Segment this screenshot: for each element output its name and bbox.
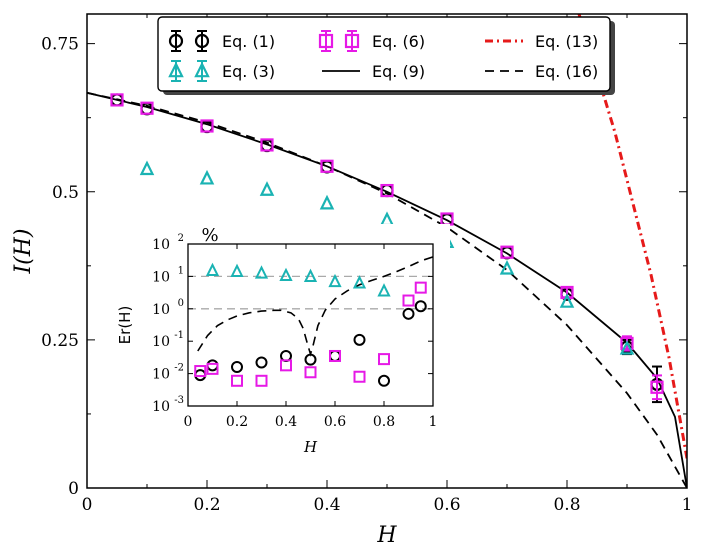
legend: Eq. (1) Eq. (6) Eq. (13) Eq. (3) Eq. (9) Eq. … xyxy=(157,16,615,95)
inset-y-tick-label: 10 xyxy=(152,367,170,383)
inset-point-eq-6- xyxy=(255,374,268,387)
inset-point-eq-1- xyxy=(353,333,366,346)
inset-point-eq-1- xyxy=(255,356,268,369)
legend-marker-eq-3- xyxy=(194,61,210,78)
point-eq-3- xyxy=(499,259,515,275)
legend-marker-eq-1- xyxy=(168,33,184,49)
inset-x-tick-label: 0.8 xyxy=(373,414,395,430)
inset-point-eq-6- xyxy=(329,349,341,362)
inset-y-tick-exponent: 1 xyxy=(178,265,184,276)
legend-box xyxy=(157,16,611,92)
inset-point-eq-6- xyxy=(194,365,207,378)
point-eq-6- xyxy=(140,101,154,115)
inset-point-eq-1- xyxy=(414,300,427,313)
x-tick-label: 0.2 xyxy=(193,495,220,515)
inset-point-eq-3- xyxy=(303,268,318,282)
legend-label-eq-1-: Eq. (1) xyxy=(222,32,275,51)
y-tick-label: 0 xyxy=(68,479,79,499)
legend-label-eq-9-: Eq. (9) xyxy=(372,62,425,81)
point-eq-6- xyxy=(380,183,394,198)
inset-point-eq-3- xyxy=(230,263,244,277)
point-eq-6- xyxy=(200,119,214,133)
inset-y-tick-exponent: -3 xyxy=(174,395,184,406)
point-eq-3- xyxy=(259,181,275,196)
inset-y-tick-label: 10 xyxy=(152,334,170,350)
y-axis-label: I(H) xyxy=(11,228,36,274)
point-eq-6- xyxy=(650,380,664,394)
inset-y-tick-label: 10 xyxy=(152,302,170,318)
x-tick-label: 0.8 xyxy=(553,495,580,515)
inset-x-tick-label: 0.4 xyxy=(275,414,297,430)
point-eq-6- xyxy=(320,159,334,173)
legend-label-eq-16-: Eq. (16) xyxy=(535,62,598,81)
inset-point-eq-6- xyxy=(402,294,415,307)
point-eq-3- xyxy=(319,194,335,210)
legend-label-eq-3-: Eq. (3) xyxy=(222,62,275,81)
point-eq-3- xyxy=(139,160,155,176)
legend-label-eq-13-: Eq. (13) xyxy=(535,32,598,51)
inset-point-eq-1- xyxy=(304,353,317,366)
inset-y-tick-exponent: -1 xyxy=(174,330,184,341)
legend-marker-eq-3- xyxy=(168,61,184,78)
inset-point-eq-1- xyxy=(402,307,415,320)
inset-point-eq-3- xyxy=(328,273,342,288)
inset-x-tick-label: 0.6 xyxy=(324,414,346,430)
inset-point-eq-3- xyxy=(279,267,293,282)
inset-point-eq-3- xyxy=(205,262,220,277)
inset-point-eq-6- xyxy=(414,281,427,294)
inset-x-tick-label: 0 xyxy=(184,414,193,430)
inset-background xyxy=(112,224,450,460)
point-eq-3- xyxy=(379,211,395,227)
inset-x-tick-label: 0.2 xyxy=(226,414,248,430)
inset-percent-label: % xyxy=(201,225,218,246)
inset-point-eq-6- xyxy=(280,359,292,372)
legend-marker-eq-6- xyxy=(344,33,360,49)
inset-frame xyxy=(187,243,434,407)
inset-point-eq-6- xyxy=(231,374,243,387)
inset-y-tick-exponent: 0 xyxy=(178,298,184,309)
legend-label-eq-6-: Eq. (6) xyxy=(372,32,425,51)
y-tick-label: 0.25 xyxy=(41,331,79,351)
inset-y-tick-label: 10 xyxy=(152,269,170,285)
x-tick-label: 0.4 xyxy=(313,495,340,515)
point-eq-6- xyxy=(260,138,274,152)
inset-point-eq-1- xyxy=(378,374,390,387)
point-eq-6- xyxy=(500,245,514,259)
y-tick-label: 0.75 xyxy=(41,35,79,55)
x-axis-label: H xyxy=(376,523,397,548)
line-eq-16- xyxy=(87,91,687,488)
inset-point-eq-6- xyxy=(206,362,219,375)
inset-point-eq-6- xyxy=(378,353,390,366)
point-eq-3- xyxy=(199,169,215,185)
point-eq-3- xyxy=(619,339,635,355)
point-eq-6- xyxy=(110,93,124,107)
inset-lines xyxy=(197,256,433,357)
inset-y-tick-label: 10 xyxy=(152,237,170,253)
inset-y-tick-exponent: 2 xyxy=(178,233,184,244)
inset-y-axis-label: Er(H) xyxy=(116,306,134,345)
inset-point-eq-1- xyxy=(231,360,243,373)
legend-marker-eq-1- xyxy=(194,33,210,49)
point-eq-3- xyxy=(559,293,575,308)
inset-y-tick-label: 10 xyxy=(152,399,170,415)
inset-point-eq-6- xyxy=(304,366,317,379)
inset-y-tick-exponent: -2 xyxy=(174,363,184,374)
x-tick-label: 0 xyxy=(82,495,93,515)
x-tick-label: 1 xyxy=(682,495,693,515)
inset-point-eq-6- xyxy=(353,370,366,383)
inset-point-eq-3- xyxy=(254,265,269,279)
y-tick-label: 0.5 xyxy=(52,183,79,203)
legend-marker-eq-6- xyxy=(318,33,334,49)
point-eq-6- xyxy=(620,336,634,351)
x-tick-label: 0.6 xyxy=(433,495,460,515)
inset-point-eq-3- xyxy=(377,283,391,297)
inset-x-axis-label: H xyxy=(303,438,318,456)
plot-frame xyxy=(86,13,688,489)
inset-x-tick-label: 1 xyxy=(429,414,438,430)
inset-line-eq-16- xyxy=(197,256,433,357)
inset-point-eq-3- xyxy=(352,275,367,289)
inset-plot: 0 0.2 0.4 0.6 0.8 1 10 -3 10 -2 10 -1 10 0 10 1 10 2 H Er(H… xyxy=(112,224,450,460)
